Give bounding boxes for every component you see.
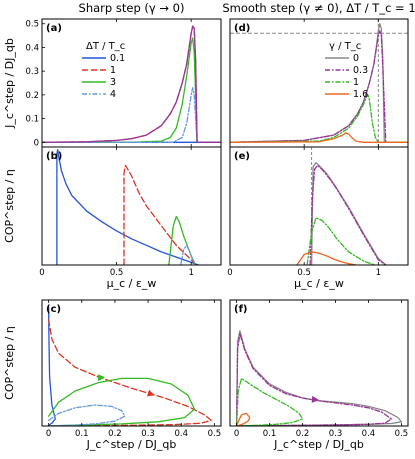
x-tick-label-b: 1 (188, 268, 193, 278)
series-line-a-4 (42, 25, 221, 143)
series-line-f-1 (235, 332, 393, 426)
y-tick-label-a: 0.5 (25, 20, 39, 30)
legend-label-a-0: 0.1 (110, 53, 125, 64)
x-axis-label-f: J_c^step / DJ_qb (273, 438, 364, 451)
legend-label-a-2: 3 (110, 77, 116, 88)
direction-arrow-c-0 (147, 389, 155, 397)
column-title-d: Smooth step (γ ≠ 0), ΔT / T_c = 1 (222, 1, 415, 15)
legend-title-d: γ / T_c (329, 41, 361, 52)
series-line-c-3 (47, 404, 126, 426)
x-tick-label-c: 0 (46, 429, 51, 439)
series-line-a-1 (42, 25, 221, 143)
series-line-f-2 (235, 377, 304, 426)
x-tick-label-b: 0.5 (110, 268, 124, 278)
series-line-f-0 (235, 330, 403, 426)
y-tick-label-a: 0.2 (25, 91, 39, 101)
x-tick-label-b: 0 (39, 268, 44, 278)
series-line-a-3 (42, 87, 221, 143)
plot-area-f (235, 330, 403, 426)
plot-area-e (296, 147, 387, 265)
legend-title-a: ΔT / T_c (86, 41, 125, 52)
y-tick-label-a: 0.1 (25, 115, 39, 125)
x-tick-label-c: 0.4 (174, 429, 188, 439)
panel-label-c: (c) (46, 304, 61, 315)
panel-frame-b (41, 146, 222, 266)
panel-label-f: (f) (234, 304, 248, 315)
direction-arrow-f-0 (311, 395, 319, 403)
x-tick-label-f: 0.3 (329, 429, 343, 439)
series-line-b-3 (180, 244, 197, 265)
series-line-c-2 (47, 377, 196, 426)
y-axis-label-a: J_c^step / DJ_qb (3, 38, 16, 129)
series-line-a-2 (42, 37, 221, 143)
panel-label-b: (b) (46, 151, 62, 162)
y-axis-label-b: COP^step / η (3, 169, 16, 243)
series-line-e-3 (296, 251, 357, 265)
legend-label-a-1: 1 (110, 65, 116, 76)
series-line-f-3 (235, 412, 251, 426)
x-tick-label-f: 0.4 (362, 429, 376, 439)
series-line-d-1 (230, 30, 408, 143)
plot-area-b (56, 148, 200, 265)
legend-label-d-2: 1 (353, 77, 359, 88)
panel-frame-c (41, 299, 222, 427)
x-tick-label-c: 0.1 (75, 429, 89, 439)
x-tick-label-f: 0.2 (296, 429, 310, 439)
y-axis-label-c: COP^step / η (3, 326, 16, 400)
panel-frame-e (229, 146, 409, 266)
y-tick-label-a: 0.3 (25, 67, 39, 77)
x-tick-label-e: 0 (227, 268, 232, 278)
x-axis-label-b: μ_c / ε_w (107, 277, 157, 290)
legend-label-d-0: 0 (353, 53, 359, 64)
plot-area-c (47, 306, 212, 426)
column-title-a: Sharp step (γ → 0) (79, 1, 185, 15)
plot-area-a (42, 25, 221, 143)
x-tick-label-c: 0.2 (108, 429, 122, 439)
series-line-c-1 (47, 318, 212, 426)
x-tick-label-e: 1 (376, 268, 381, 278)
direction-arrow-c-1 (97, 374, 105, 382)
x-axis-label-c: J_c^step / DJ_qb (86, 438, 177, 451)
series-line-c-0 (47, 306, 56, 426)
series-line-e-1 (309, 164, 387, 265)
series-line-d-3 (230, 132, 408, 143)
panel-label-d: (d) (234, 23, 250, 34)
series-line-b-1 (123, 164, 197, 265)
series-line-e-0 (310, 162, 387, 265)
y-tick-label-a: 0.4 (25, 43, 39, 53)
y-tick-label-a: 0 (34, 138, 39, 148)
legend-label-d-3: 1.6 (353, 89, 368, 100)
series-line-b-0 (56, 148, 200, 265)
series-line-e-2 (306, 217, 377, 265)
x-tick-label-f: 0 (234, 429, 239, 439)
series-line-d-2 (230, 94, 408, 143)
panel-label-a: (a) (46, 23, 62, 34)
plot-area-d (230, 19, 408, 147)
x-tick-label-c: 0.3 (141, 429, 155, 439)
panel-frame-f (229, 299, 409, 427)
x-tick-label-f: 0.5 (395, 429, 409, 439)
legend-label-a-3: 4 (110, 89, 116, 100)
x-tick-label-c: 0.5 (208, 429, 222, 439)
x-tick-label-f: 0.1 (263, 429, 277, 439)
x-tick-label-e: 0.5 (297, 268, 311, 278)
panel-label-e: (e) (234, 151, 250, 162)
x-axis-label-e: μ_c / ε_w (294, 277, 344, 290)
legend-label-d-1: 0.3 (353, 65, 368, 76)
